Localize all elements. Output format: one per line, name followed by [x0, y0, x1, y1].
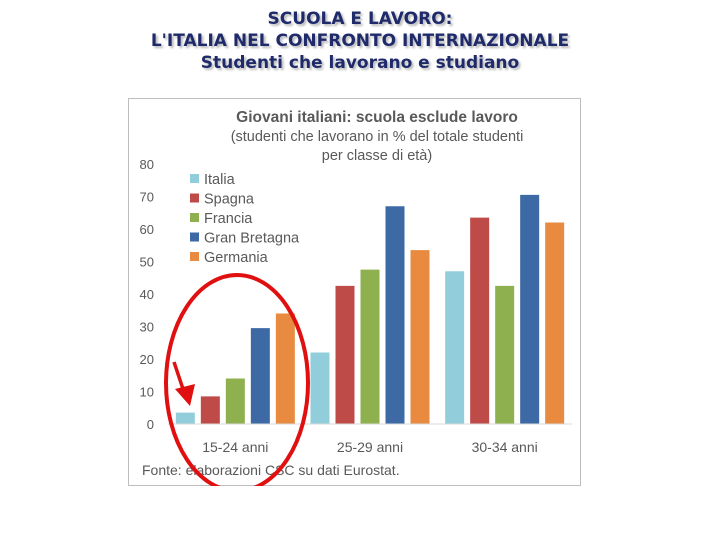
y-tick-label: 60 [140, 222, 154, 237]
y-axis: 0 10 20 30 40 50 60 70 80 [140, 157, 154, 432]
bar-spagna-1 [200, 396, 220, 424]
y-tick-label: 10 [140, 385, 154, 400]
bar-germania-1 [275, 313, 295, 424]
y-tick-label: 50 [140, 255, 154, 270]
y-tick-label: 80 [140, 157, 154, 172]
y-tick-label: 30 [140, 320, 154, 335]
slide-title-line1: SCUOLA E LAVORO: [267, 9, 453, 29]
bars-group [175, 194, 565, 424]
legend-label: Germania [204, 250, 269, 266]
legend-swatch [190, 193, 199, 203]
bar-germania-2 [410, 250, 430, 424]
bar-gran-bretagna-3 [520, 194, 540, 424]
chart-footnote: Fonte: elaborazioni CSC su dati Eurostat… [142, 462, 400, 478]
legend: Italia Spagna Francia Gran Bretagna Germania [190, 172, 300, 266]
y-tick-label: 70 [140, 190, 154, 205]
chart-subtitle-line2: per classe di età) [322, 148, 432, 164]
bar-italia-1 [175, 412, 195, 424]
highlight-arrow-head [175, 384, 195, 406]
bar-francia-1 [225, 378, 245, 424]
legend-label: Francia [204, 211, 253, 227]
legend-label: Spagna [204, 192, 255, 208]
bar-gran-bretagna-1 [250, 328, 270, 424]
bar-gran-bretagna-2 [385, 206, 405, 424]
bar-spagna-2 [335, 285, 355, 424]
y-tick-label: 20 [140, 352, 154, 367]
bar-francia-2 [360, 269, 380, 424]
y-tick-label: 40 [140, 287, 154, 302]
bar-chart: Giovani italiani: scuola esclude lavoro … [140, 109, 572, 486]
y-tick-label: 0 [147, 417, 154, 432]
bar-italia-3 [445, 271, 465, 424]
x-axis: 15-24 anni 25-29 anni 30-34 anni [202, 439, 538, 455]
legend-swatch [190, 252, 199, 261]
annotation-highlight [164, 273, 310, 486]
highlight-arrow-shaft [172, 361, 186, 393]
x-tick-label: 30-34 anni [472, 439, 538, 455]
legend-swatch [190, 232, 199, 242]
highlight-ellipse [164, 273, 310, 486]
bar-germania-3 [545, 222, 565, 424]
bar-francia-3 [495, 285, 515, 424]
bar-spagna-3 [470, 217, 490, 424]
legend-swatch [190, 213, 199, 222]
bar-italia-2 [310, 352, 330, 424]
legend-label: Italia [204, 172, 236, 188]
chart-subtitle-line1: (studenti che lavorano in % del totale s… [231, 129, 524, 145]
x-tick-label: 25-29 anni [337, 439, 403, 455]
slide-title-line2: L'ITALIA NEL CONFRONTO INTERNAZIONALE [150, 31, 570, 51]
x-tick-label: 15-24 anni [202, 439, 268, 455]
legend-swatch [190, 174, 199, 183]
legend-label: Gran Bretagna [204, 231, 300, 247]
slide-subtitle: Studenti che lavorano e studiano [200, 53, 520, 73]
chart-title: Giovani italiani: scuola esclude lavoro [236, 109, 518, 126]
